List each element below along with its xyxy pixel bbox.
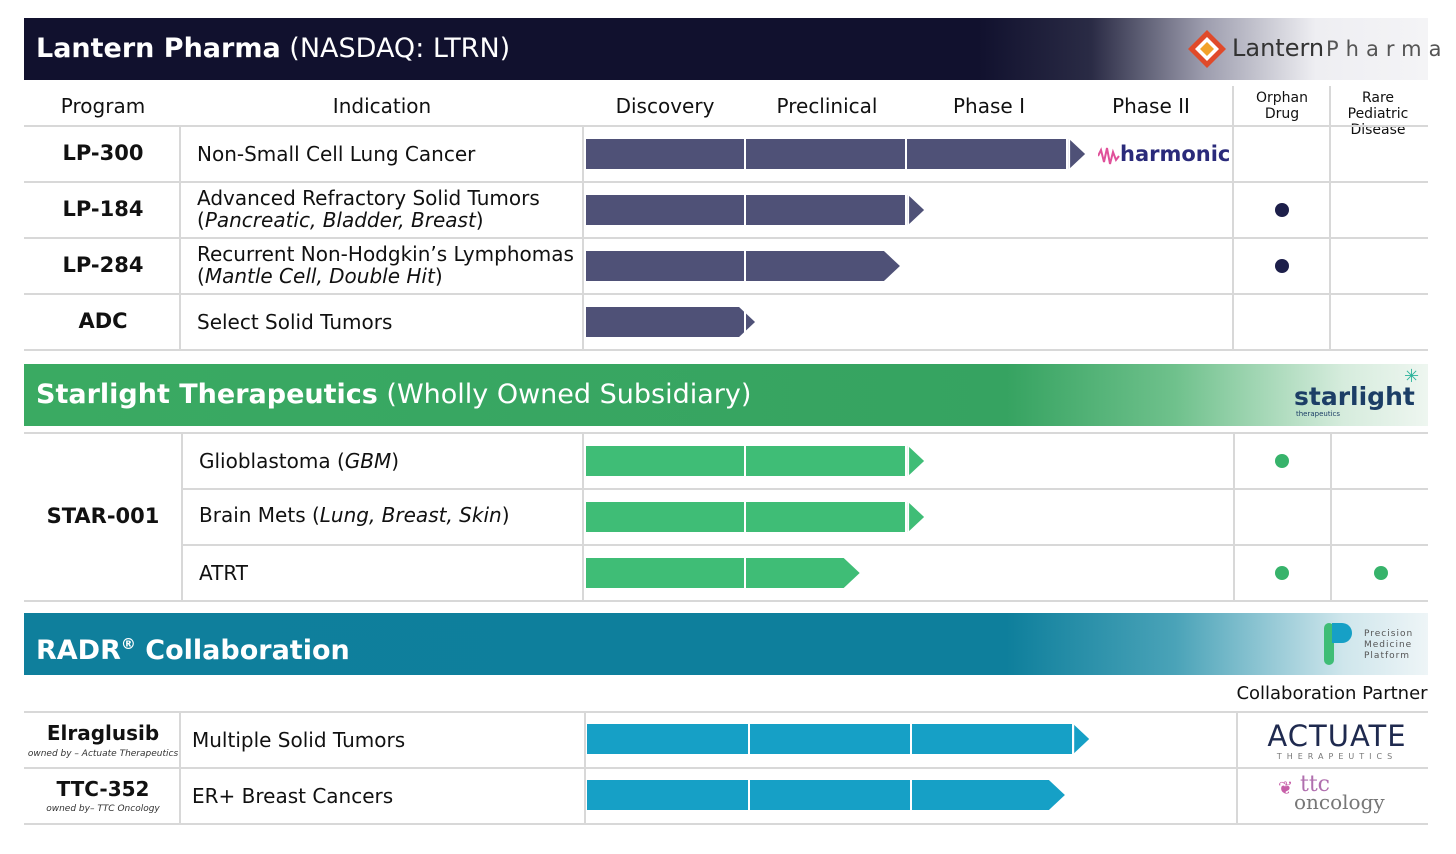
grid-line	[24, 711, 1428, 713]
pipeline-bar-star-001-brain-mets	[586, 502, 925, 532]
grid-line	[1232, 86, 1234, 350]
orphan-designation-dot	[1275, 203, 1289, 217]
grid-line	[582, 433, 584, 601]
program-star001: STAR-001	[46, 504, 160, 528]
program-lp284: LP-284	[62, 253, 144, 277]
grid-line	[1329, 86, 1331, 350]
header-indication: Indication	[332, 94, 432, 118]
header-stage-preclinical: Preclinical	[776, 94, 878, 118]
grid-line	[1236, 712, 1238, 824]
indication-lp284: Recurrent Non-Hodgkin’s Lymphomas (Mantl…	[197, 242, 574, 288]
lantern-banner-title: Lantern Pharma (NASDAQ: LTRN)	[36, 33, 511, 64]
pipeline-bar-lp-184	[586, 195, 925, 225]
actuate-logo: ACTUATE THERAPEUTICS	[1267, 719, 1407, 761]
header-collaboration-partner: Collaboration Partner	[1236, 683, 1428, 704]
header-stage-phase2: Phase II	[1112, 94, 1190, 118]
lantern-logo: Lantern Pharma	[1186, 28, 1441, 70]
grid-line	[179, 126, 181, 350]
owned-by-ttc352: owned by– TTC Oncology	[46, 804, 160, 814]
lantern-flame-icon	[1188, 30, 1226, 68]
lantern-banner: Lantern Pharma (NASDAQ: LTRN) Lantern Ph…	[24, 18, 1441, 80]
starlight-banner: Starlight Therapeutics (Wholly Owned Sub…	[24, 364, 1428, 426]
pipeline-bar-star-001-atrt	[586, 558, 860, 588]
orphan-designation-dot	[1275, 566, 1289, 580]
starlight-logo: starlight therapeutics ✳	[1294, 366, 1420, 418]
radr-mark-icon	[1324, 623, 1352, 665]
ttc-oncology-logo: ❦ ttc oncology	[1278, 772, 1385, 814]
grid-line	[24, 823, 1428, 825]
indication-brain-mets: Brain Mets (Lung, Breast, Skin)	[199, 503, 510, 527]
grid-line	[24, 767, 1428, 769]
grid-line	[24, 237, 1428, 239]
grid-line	[24, 349, 1428, 351]
pipeline-bar-lp-284	[586, 251, 900, 281]
header-stage-phase1: Phase I	[953, 94, 1025, 118]
grid-line	[24, 600, 1428, 602]
radr-logo: Precision Medicine Platform	[1320, 619, 1428, 671]
header-program: Program	[60, 94, 146, 118]
owned-by-elraglusib: owned by – Actuate Therapeutics	[27, 749, 179, 759]
indication-lp184: Advanced Refractory Solid Tumors (Pancre…	[197, 186, 540, 232]
orphan-designation-dot	[1275, 454, 1289, 468]
grid-line	[24, 181, 1428, 183]
program-ttc352: TTC-352	[56, 777, 150, 801]
indication-elraglusib: Multiple Solid Tumors	[192, 728, 406, 752]
harmonic-logo: harmonic	[1098, 142, 1230, 168]
grid-line	[182, 488, 1428, 490]
indication-atrt: ATRT	[199, 561, 249, 585]
starlight-banner-title: Starlight Therapeutics (Wholly Owned Sub…	[36, 379, 752, 410]
program-adc: ADC	[78, 309, 128, 333]
grid-line	[584, 712, 586, 824]
program-elraglusib: Elraglusib	[46, 721, 160, 745]
pipeline-bar-ttc-352	[587, 780, 1065, 810]
star-icon: ✳	[1404, 366, 1420, 387]
pipeline-bar-elraglusib	[587, 724, 1090, 754]
grid-line	[582, 126, 584, 350]
orphan-designation-dot	[1275, 259, 1289, 273]
pediatric-designation-dot	[1374, 566, 1388, 580]
header-orphan-drug: Orphan Drug	[1256, 90, 1308, 122]
program-lp300: LP-300	[62, 141, 144, 165]
grid-line	[24, 293, 1428, 295]
grid-line	[181, 433, 183, 601]
radr-banner-title: RADR® Collaboration	[36, 635, 350, 666]
header-stage-discovery: Discovery	[615, 94, 715, 118]
indication-ttc352: ER+ Breast Cancers	[192, 784, 394, 808]
grid-line	[24, 125, 1428, 127]
grid-line	[24, 432, 1428, 434]
indication-adc: Select Solid Tumors	[197, 310, 393, 334]
radr-banner: RADR® Collaboration Precision Medicine P…	[24, 613, 1428, 675]
grid-line	[1233, 433, 1235, 601]
pipeline-bar-lp-300	[586, 139, 1086, 169]
grid-line	[179, 712, 181, 824]
pipeline-bar-star-001-glioblastoma	[586, 446, 925, 476]
program-lp184: LP-184	[62, 197, 144, 221]
indication-gbm: Glioblastoma (GBM)	[199, 449, 400, 473]
pipeline-bar-adc	[586, 307, 756, 337]
grid-line	[182, 544, 1428, 546]
grid-line	[1330, 433, 1332, 601]
indication-lp300: Non-Small Cell Lung Cancer	[197, 142, 476, 166]
butterfly-icon: ❦	[1278, 778, 1294, 799]
harmonic-wave-icon	[1098, 147, 1120, 165]
